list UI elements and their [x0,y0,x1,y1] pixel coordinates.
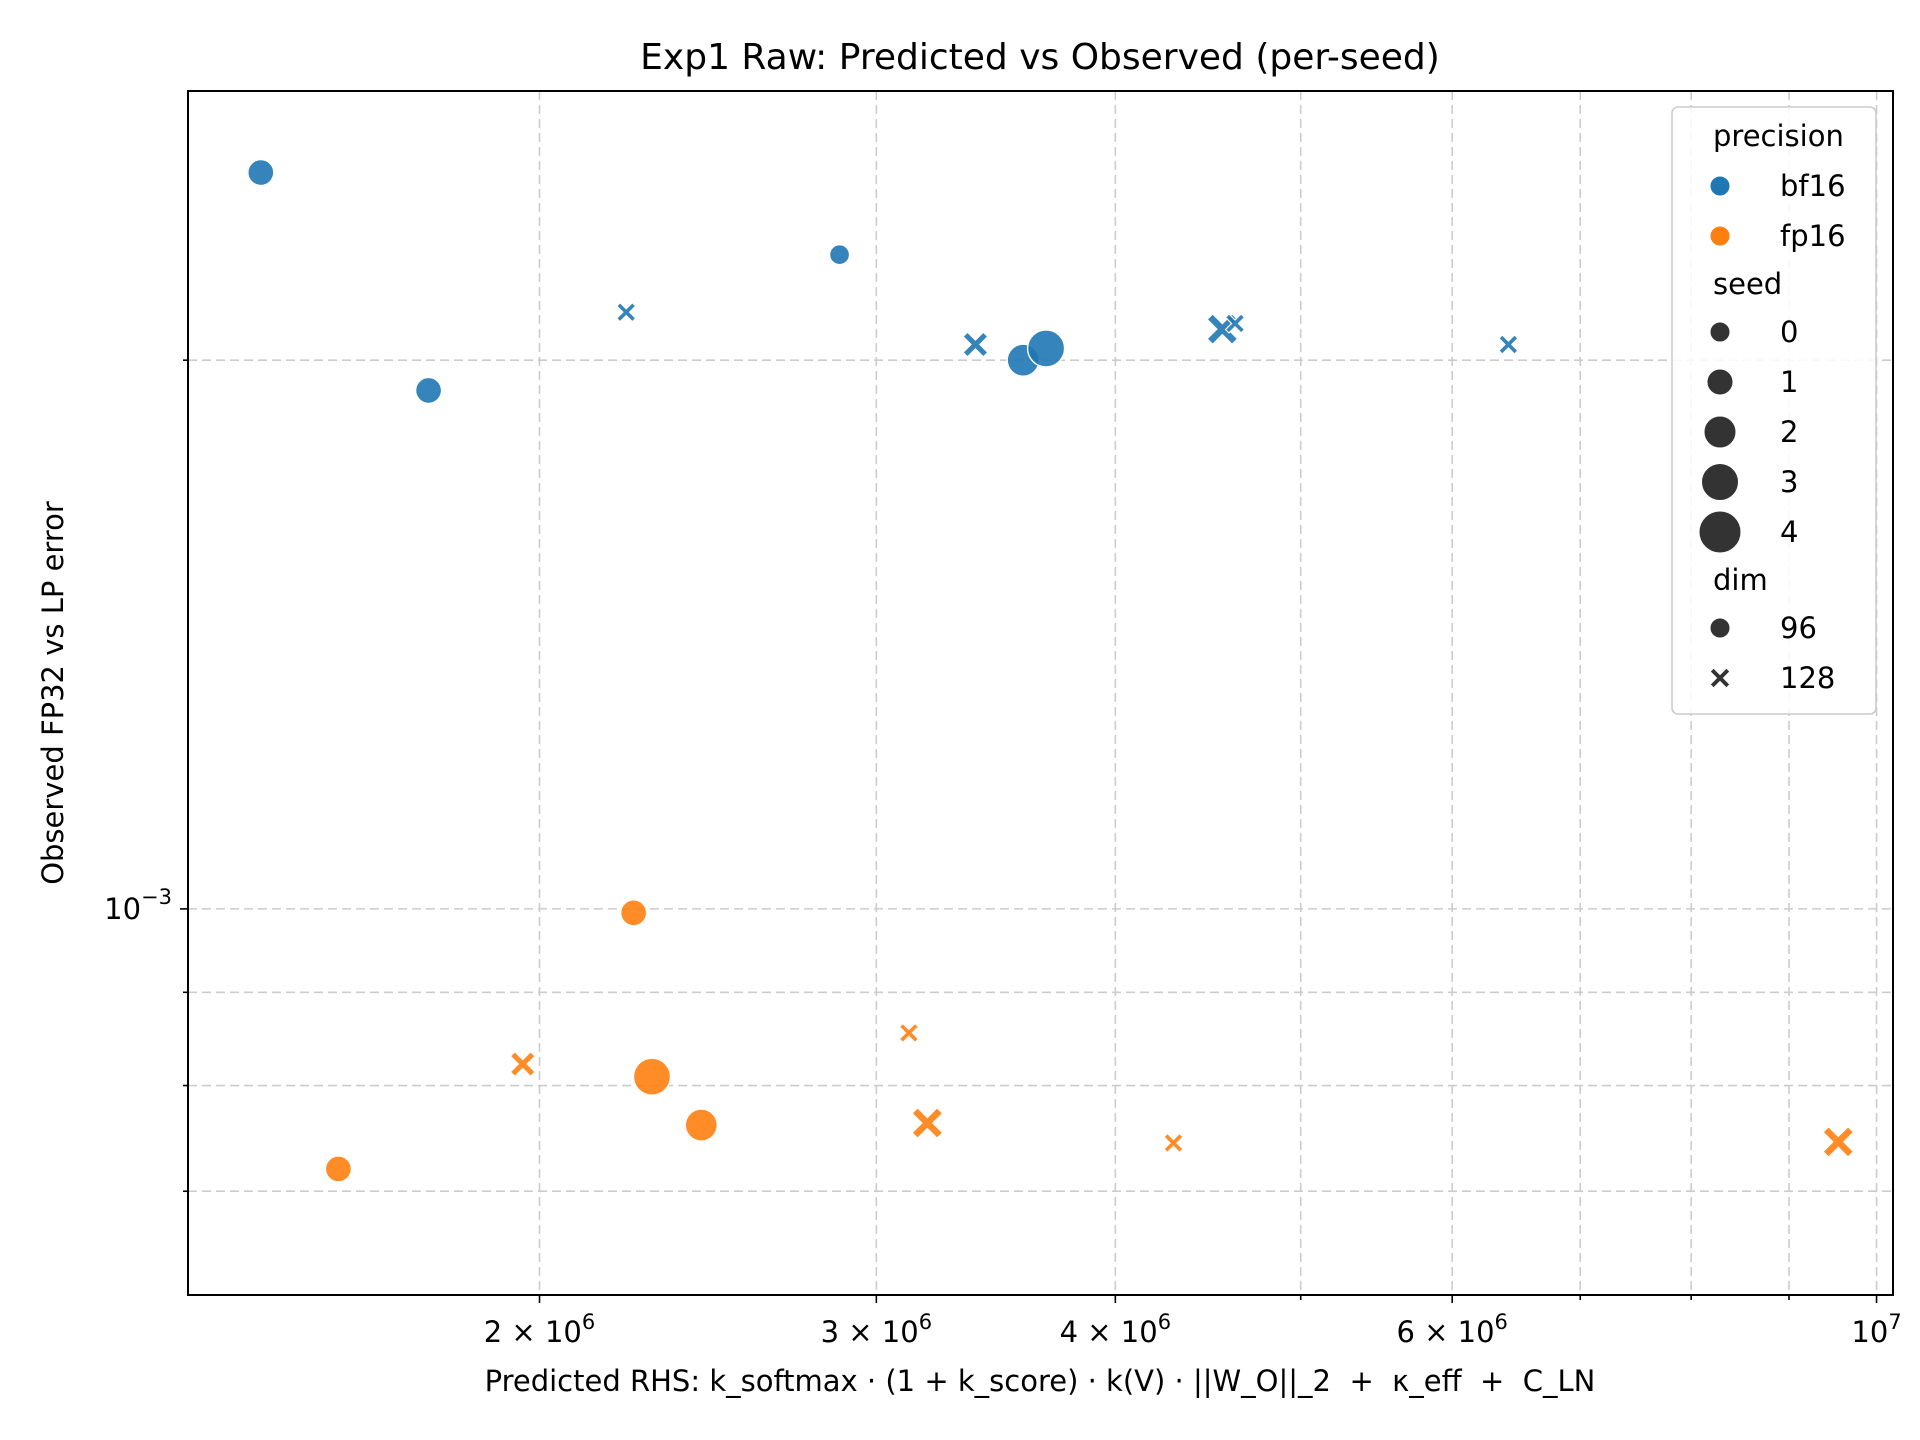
data-point-bf16-dim128 [962,331,989,358]
legend-marker-seed-0 [1709,321,1731,343]
legend-label: bf16 [1780,169,1846,203]
data-point-fp16-dim128 [1163,1132,1184,1154]
data-point-bf16-dim128 [615,301,637,323]
x-tick-label: 4 × 106 [1060,1310,1171,1349]
data-point-fp16-dim96 [632,1057,672,1096]
legend-marker-dim-128 [1709,667,1731,689]
legend-marker-fp16 [1709,225,1731,247]
x-axis-label: Predicted RHS: k_softmax · (1 + k_score)… [485,1364,1596,1398]
points-layer [247,158,1855,1183]
legend-label: fp16 [1780,219,1846,253]
legend-label: 96 [1780,611,1817,645]
legend-label: 128 [1780,661,1835,695]
data-point-bf16-dim96 [247,158,275,187]
data-point-fp16-dim96 [324,1155,353,1183]
ticks-layer: 2 × 106 3 × 106 4 × 106 6 × 106 107 10−3 [104,359,1902,1349]
legend-marker-seed-4 [1698,510,1742,554]
legend-title: seed [1713,267,1782,301]
legend-label: 1 [1780,365,1798,399]
y-axis-label: Observed FP32 vs LP error [36,501,70,885]
legend-label: 2 [1780,415,1798,449]
legend-marker-dim-96 [1709,617,1731,639]
legend-title: precision [1713,119,1844,153]
legend-marker-seed-1 [1706,368,1734,396]
y-tick-label: 10−3 [104,885,172,926]
legend-marker-seed-2 [1703,415,1737,449]
x-tick-label: 107 [1851,1310,1901,1349]
x-tick-label: 3 × 106 [821,1310,932,1349]
data-point-fp16-dim128 [509,1050,536,1078]
data-point-fp16-dim128 [1822,1125,1855,1158]
plot-area-frame [187,90,1894,1296]
legend-title: dim [1713,563,1768,597]
chart-title: Exp1 Raw: Predicted vs Observed (per-see… [640,37,1440,78]
legend: precision bf16 fp16 seed 0 1 2 3 4 dim 96 128 [1671,106,1877,715]
legend-marker-seed-3 [1701,463,1739,501]
legend-label: 3 [1780,465,1798,499]
data-point-bf16-dim128 [1224,313,1246,334]
data-point-bf16-dim96 [1026,329,1066,368]
data-point-fp16-dim128 [898,1022,920,1044]
data-point-bf16-dim96 [414,376,443,405]
data-point-fp16-dim96 [619,899,648,927]
legend-label: 0 [1780,315,1798,349]
data-point-fp16-dim128 [911,1106,944,1140]
x-tick-label: 6 × 106 [1396,1310,1507,1349]
legend-marker-bf16 [1709,175,1731,197]
data-point-bf16-dim128 [1498,334,1519,355]
data-point-bf16-dim96 [828,244,851,266]
legend-label: 4 [1780,515,1798,549]
legend-frame [1671,106,1877,715]
x-tick-label: 2 × 106 [484,1310,595,1349]
data-point-fp16-dim96 [684,1108,718,1142]
